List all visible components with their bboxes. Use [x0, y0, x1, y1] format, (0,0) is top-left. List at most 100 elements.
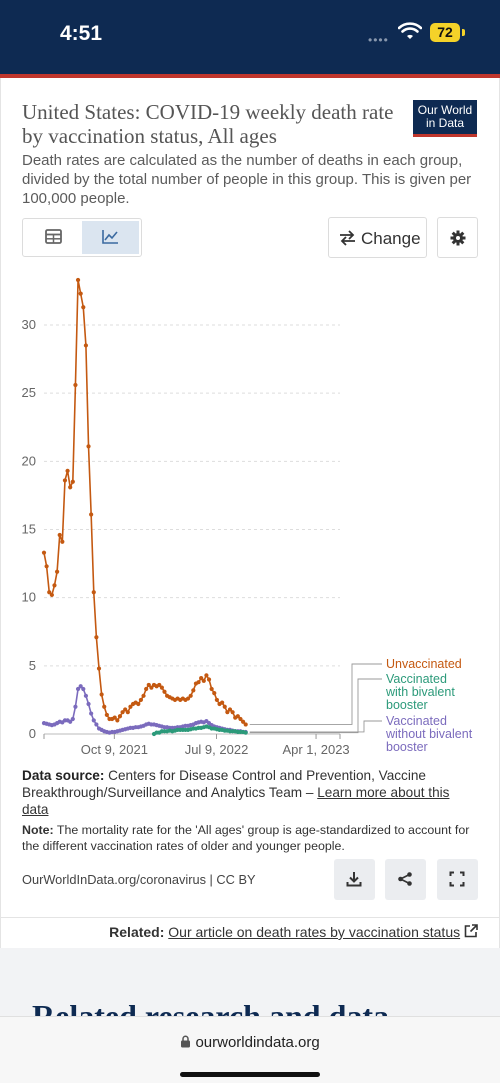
share-button[interactable]: [385, 859, 426, 900]
owid-logo[interactable]: Our World in Data: [413, 100, 477, 137]
home-indicator: [180, 1072, 320, 1077]
related-article-link[interactable]: Our article on death rates by vaccinatio…: [168, 924, 461, 940]
related-article: Related: Our article on death rates by v…: [109, 924, 478, 940]
data-point: [83, 343, 89, 348]
data-point: [227, 707, 233, 712]
change-country-button[interactable]: Change: [328, 217, 427, 258]
data-point: [115, 718, 120, 723]
data-point: [49, 592, 54, 598]
data-point: [54, 569, 60, 574]
data-point: [83, 693, 89, 698]
legend-label: Vaccinated: [386, 672, 447, 686]
data-point: [86, 444, 91, 449]
data-point: [209, 686, 214, 692]
data-point: [230, 710, 235, 715]
data-point: [60, 539, 65, 544]
data-point: [222, 704, 227, 709]
data-point: [52, 583, 57, 588]
legend-label: booster: [386, 740, 428, 754]
data-point: [91, 590, 96, 595]
battery-level: 72: [430, 23, 460, 42]
browser-address-bar[interactable]: ourworldindata.org: [0, 1016, 500, 1083]
data-point: [199, 676, 204, 681]
data-point: [146, 682, 151, 688]
data-point: [89, 711, 94, 716]
data-point: [138, 697, 144, 703]
legend-label: without bivalent: [385, 727, 473, 741]
data-point: [117, 714, 123, 719]
learn-more-link[interactable]: Learn more about this data: [22, 785, 450, 817]
data-point: [68, 719, 73, 724]
download-icon: [346, 872, 362, 887]
legend-label: Unvaccinated: [386, 657, 462, 671]
chart-view-button[interactable]: [82, 221, 139, 254]
fullscreen-button[interactable]: [437, 859, 478, 900]
change-button-label: Change: [361, 229, 421, 248]
data-point: [201, 678, 206, 683]
legend-connector: [249, 720, 382, 733]
data-source: Data source: Centers for Disease Control…: [22, 767, 462, 818]
data-point: [73, 704, 78, 709]
data-point: [149, 685, 154, 690]
data-point: [141, 693, 146, 698]
y-tick-label: 30: [22, 317, 36, 332]
data-point: [162, 689, 167, 694]
legend-connector: [249, 663, 382, 725]
data-point: [125, 710, 130, 715]
data-point: [243, 730, 248, 735]
data-point: [238, 716, 243, 722]
data-point: [78, 291, 83, 296]
share-icon: [398, 872, 412, 886]
swap-arrows-icon: [340, 230, 355, 246]
y-tick-label: 15: [22, 522, 36, 537]
line-chart: 0 5 10 15 20 25 30 Oct 9, 2021 Jul 9, 2022 Apr 1…: [22, 277, 473, 757]
data-point: [65, 468, 70, 473]
data-point: [102, 704, 107, 709]
data-point: [62, 478, 68, 483]
footer-url[interactable]: OurWorldInData.org/coronavirus | CC BY: [22, 872, 256, 887]
data-point: [159, 685, 164, 690]
data-point: [89, 512, 94, 517]
data-point: [86, 701, 91, 707]
legend-label: with bivalent: [385, 685, 455, 699]
data-point: [112, 715, 117, 720]
legend-label: Vaccinated: [386, 714, 447, 728]
data-point: [70, 716, 75, 722]
data-point: [44, 564, 49, 569]
data-point: [81, 305, 86, 310]
gear-icon: [450, 230, 466, 246]
legend-label: booster: [386, 698, 428, 712]
download-button[interactable]: [334, 859, 375, 900]
data-point: [240, 719, 246, 724]
logo-line-1: Our World: [417, 103, 473, 117]
y-tick-label: 0: [29, 726, 36, 741]
data-source-text: Centers for Disease Control and Preventi…: [22, 768, 426, 800]
y-tick-label: 10: [22, 590, 36, 605]
x-tick-label: Apr 1, 2023: [282, 742, 349, 757]
view-toggle: [22, 218, 142, 257]
data-point: [41, 550, 47, 555]
data-point: [57, 532, 62, 538]
data-point: [78, 684, 83, 689]
note-text: The mortality rate for the 'All ages' gr…: [22, 823, 470, 853]
x-tick-label: Jul 9, 2022: [185, 742, 249, 757]
y-tick-label: 25: [22, 385, 36, 400]
data-point: [157, 682, 162, 688]
wifi-icon: [398, 22, 422, 39]
data-point: [91, 718, 96, 723]
chart-title: United States: COVID-19 weekly death rat…: [22, 100, 394, 148]
data-point: [220, 700, 225, 705]
settings-button[interactable]: [437, 217, 478, 258]
y-tick-label: 20: [22, 453, 36, 468]
data-point: [75, 686, 81, 692]
lock-icon: [181, 1035, 191, 1048]
status-time: 4:51: [60, 22, 103, 45]
y-tick-label: 5: [29, 658, 36, 673]
table-view-button[interactable]: [25, 221, 82, 254]
data-point: [120, 710, 125, 715]
data-point: [214, 697, 219, 703]
data-point: [212, 691, 217, 696]
data-point: [99, 692, 104, 697]
data-point: [81, 686, 86, 692]
data-point: [188, 693, 193, 698]
